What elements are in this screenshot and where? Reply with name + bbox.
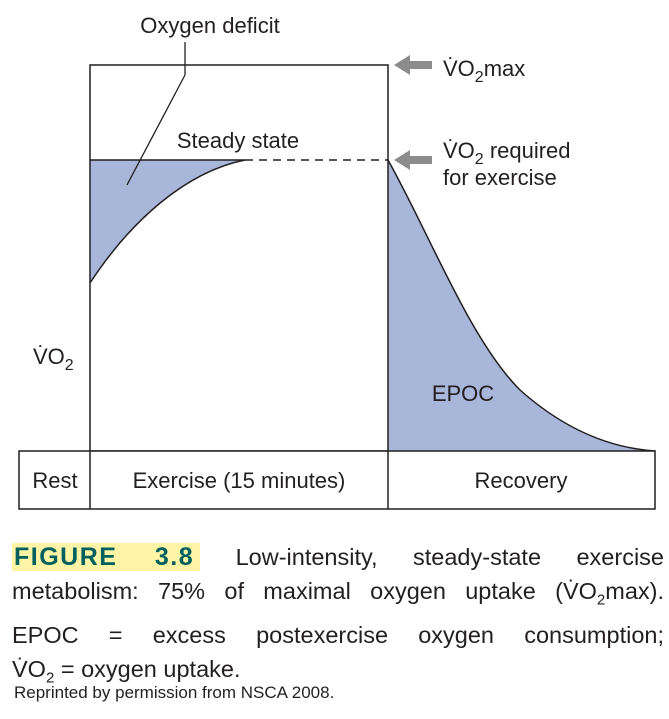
caption-line-3: EPOC = excess postexercise oxygen consum… bbox=[12, 621, 664, 648]
phase-rest-label: Rest bbox=[32, 468, 77, 493]
caption-line-2: metabolism: 75% of maximal oxygen uptake… bbox=[12, 578, 664, 609]
vo2max-label: V̇O2max bbox=[443, 56, 525, 86]
vo2max-arrow-icon bbox=[394, 55, 432, 75]
caption-text-1: Low-intensity, steady-state exercise bbox=[235, 544, 664, 570]
phase-exercise-label: Exercise (15 minutes) bbox=[133, 468, 346, 493]
caption-line-1: FIGURE 3.8 Low-intensity, steady-state e… bbox=[12, 540, 664, 574]
phase-recovery-label: Recovery bbox=[475, 468, 568, 493]
caption-line-4: V̇O2 = oxygen uptake. bbox=[12, 655, 241, 687]
credit-line: Reprinted by permission from NSCA 2008. bbox=[14, 683, 335, 702]
oxygen-deficit-label: Oxygen deficit bbox=[140, 13, 279, 38]
figure-number: FIGURE 3.8 bbox=[12, 543, 201, 571]
exercise-box bbox=[89, 64, 389, 452]
epoc-diagram: Oxygen deficit Steady state V̇O2max V̇O2… bbox=[18, 13, 656, 510]
vo2-required-arrow-icon bbox=[394, 150, 432, 170]
epoc-label: EPOC bbox=[432, 381, 494, 406]
figure-caption: FIGURE 3.8 Low-intensity, steady-state e… bbox=[12, 540, 664, 695]
recovery-curve bbox=[387, 159, 656, 452]
oxygen-deficit-area bbox=[90, 160, 245, 283]
onset-uptake-curve bbox=[89, 159, 246, 284]
steady-state-label: Steady state bbox=[177, 128, 299, 153]
for-exercise-label: for exercise bbox=[443, 165, 557, 190]
oxygen-deficit-pointer-diagonal bbox=[126, 74, 186, 186]
epoc-area bbox=[388, 160, 655, 451]
vo2-required-label: V̇O2 required bbox=[443, 138, 571, 168]
vo2-axis-label: V̇O2 bbox=[33, 344, 74, 374]
phase-bar bbox=[18, 450, 656, 510]
